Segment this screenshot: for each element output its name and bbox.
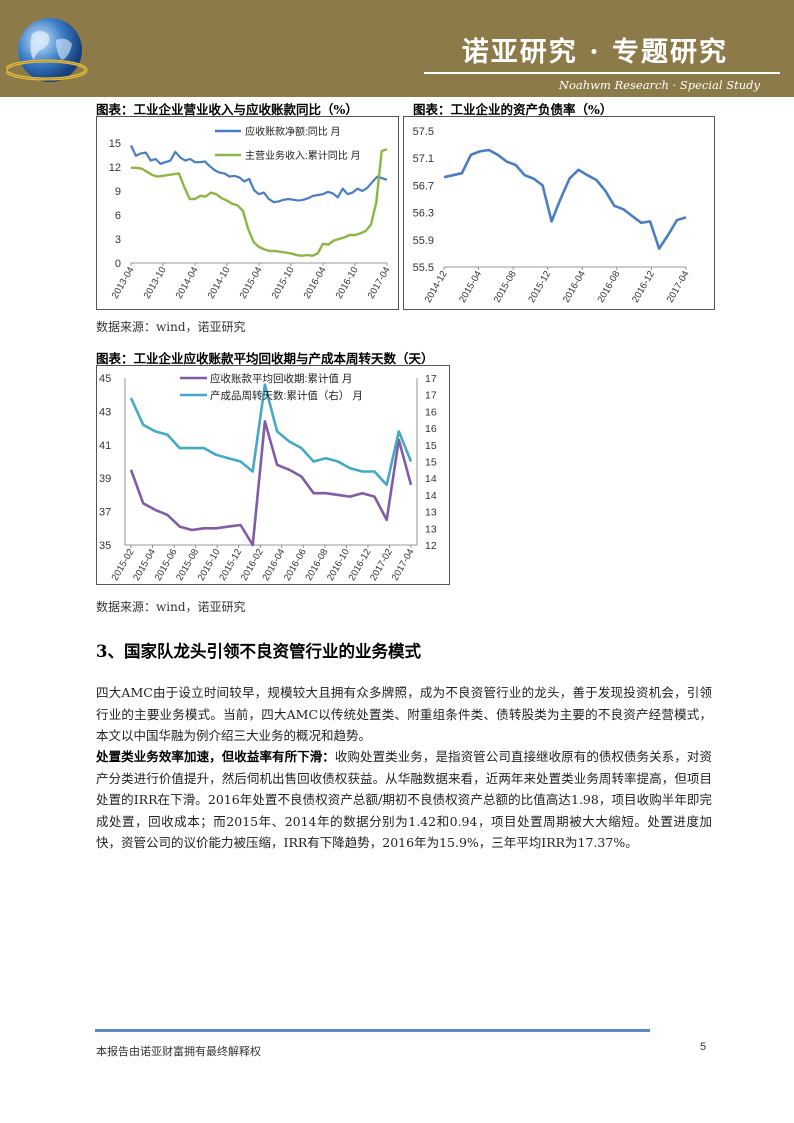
y-left-tick-label: 39 [99, 473, 111, 485]
revenue-growth-line [131, 148, 388, 257]
paragraph-2: 处置类业务效率加速，但收益率有所下滑：收购处置类业务，是指资管公司直接继收原有的… [96, 746, 712, 854]
y-tick-label: 0 [115, 258, 121, 270]
legend-label-turnover: 产成品周转天数:累计值（右） 月 [210, 389, 363, 402]
collection-period-chart: 35373941434512131314141515161617172015-0… [99, 372, 437, 583]
x-tick-label: 2015-04 [457, 269, 484, 305]
x-tick-label: 2016-08 [595, 269, 622, 305]
y-tick-label: 3 [115, 234, 121, 246]
paragraph-1: 四大AMC由于设立时间较早，规模较大且拥有众多牌照，成为不良资管行业的龙头，善于… [96, 685, 712, 743]
y-right-tick-label: 13 [425, 523, 437, 535]
y-tick-label: 55.5 [413, 262, 434, 274]
y-right-tick-label: 12 [425, 540, 437, 552]
x-tick-label: 2016-12 [630, 269, 657, 305]
x-tick-label: 2015-12 [526, 269, 553, 305]
legend-label-revenue: 主营业务收入:累计同比 月 [245, 149, 361, 162]
y-right-tick-label: 14 [425, 473, 437, 485]
x-tick-label: 2016-04 [561, 269, 588, 305]
x-tick-label: 2013-04 [110, 265, 137, 301]
y-right-tick-label: 17 [425, 373, 437, 385]
header-title: 诺亚研究 · 专题研究 [461, 37, 728, 68]
paragraph-2-body: 收购处置类业务，是指资管公司直接继收原有的债权债务关系，对资产分类进行价值提升，… [96, 749, 712, 850]
y-right-tick-label: 15 [425, 457, 437, 469]
y-tick-label: 56.7 [413, 180, 434, 192]
paragraph-2-lead: 处置类业务效率加速，但收益率有所下滑： [96, 749, 335, 764]
figure-3-source: 数据来源：wind，诺亚研究 [96, 600, 246, 614]
page-header: 诺亚研究 · 专题研究 Noahwm Research · Special St… [0, 0, 794, 97]
globe-logo-icon [6, 18, 88, 82]
x-tick-label: 2016-10 [334, 265, 361, 301]
figure-2-chart: 55.5 55.9 56.3 56.7 57.1 57.5 2014-12 2015-04 20… [403, 116, 715, 310]
y-left-tick-label: 45 [99, 373, 111, 385]
receivables-growth-line [130, 144, 388, 204]
inventory-turnover-line [129, 383, 413, 487]
y-tick-label: 9 [115, 186, 121, 198]
footer-text: 本报告由诺亚财富拥有最终解释权 [96, 1045, 261, 1058]
page-number: 5 [700, 1041, 707, 1053]
figure-1-caption: 图表：工业企业营业收入与应收账款同比（%） [96, 102, 358, 117]
y-left-tick-label: 43 [99, 406, 111, 418]
y-right-tick-label: 16 [425, 406, 437, 418]
x-tick-label: 2014-12 [423, 269, 450, 305]
debt-ratio-line [443, 148, 687, 250]
y-right-tick-label: 13 [425, 507, 437, 519]
x-tick-label: 2017-04 [665, 269, 692, 305]
collection-period-line [129, 420, 413, 547]
section-heading: 3、国家队龙头引领不良资管行业的业务模式 [96, 642, 421, 661]
figure-3-chart: 35 37 39 41 43 45 12 13 13 14 14 15 15 16 16 17 17 2015-0… [96, 365, 450, 585]
x-tick-label: 2016-04 [302, 265, 329, 301]
legend-label-collection: 应收账款平均回收期:累计值 月 [210, 372, 352, 385]
figure-1-chart: 0 3 6 9 12 15 2013-04 2013-10 2014-04 2014-10 2015… [96, 116, 399, 310]
figure-3-caption: 图表：工业企业应收账款平均回收期与产成本周转天数（天） [96, 351, 434, 366]
y-tick-label: 12 [109, 162, 121, 174]
footer-divider [95, 1029, 650, 1032]
x-tick-label: 2015-04 [238, 265, 265, 301]
header-subtitle: Noahwm Research · Special Study [558, 78, 760, 92]
y-tick-label: 55.9 [413, 235, 434, 247]
header-divider [424, 72, 780, 74]
y-left-tick-label: 37 [99, 507, 111, 519]
y-left-tick-label: 41 [99, 440, 111, 452]
y-right-tick-label: 15 [425, 440, 437, 452]
x-tick-label: 2014-10 [206, 265, 233, 301]
x-tick-label: 2017-04 [366, 265, 393, 301]
y-right-tick-label: 16 [425, 423, 437, 435]
y-right-tick-label: 17 [425, 390, 437, 402]
y-right-tick-label: 14 [425, 490, 437, 502]
figure-2-caption: 图表：工业企业的资产负债率（%） [413, 102, 613, 117]
y-tick-label: 57.5 [413, 126, 434, 138]
debt-ratio-chart: 55.5 55.9 56.3 56.7 57.1 57.5 2014-12 2015-04 20… [413, 126, 692, 305]
x-tick-label: 2014-04 [174, 265, 201, 301]
y-left-tick-label: 35 [99, 540, 111, 552]
x-tick-label: 2013-10 [142, 265, 169, 301]
y-tick-label: 15 [109, 138, 121, 150]
figure-1-source: 数据来源：wind，诺亚研究 [96, 320, 246, 334]
y-tick-label: 56.3 [413, 208, 434, 220]
x-tick-label: 2015-10 [270, 265, 297, 301]
y-tick-label: 57.1 [413, 153, 434, 165]
x-tick-label: 2015-08 [492, 269, 519, 305]
legend-label-receivables: 应收账款净额:同比 月 [245, 125, 341, 138]
y-tick-label: 6 [115, 210, 121, 222]
